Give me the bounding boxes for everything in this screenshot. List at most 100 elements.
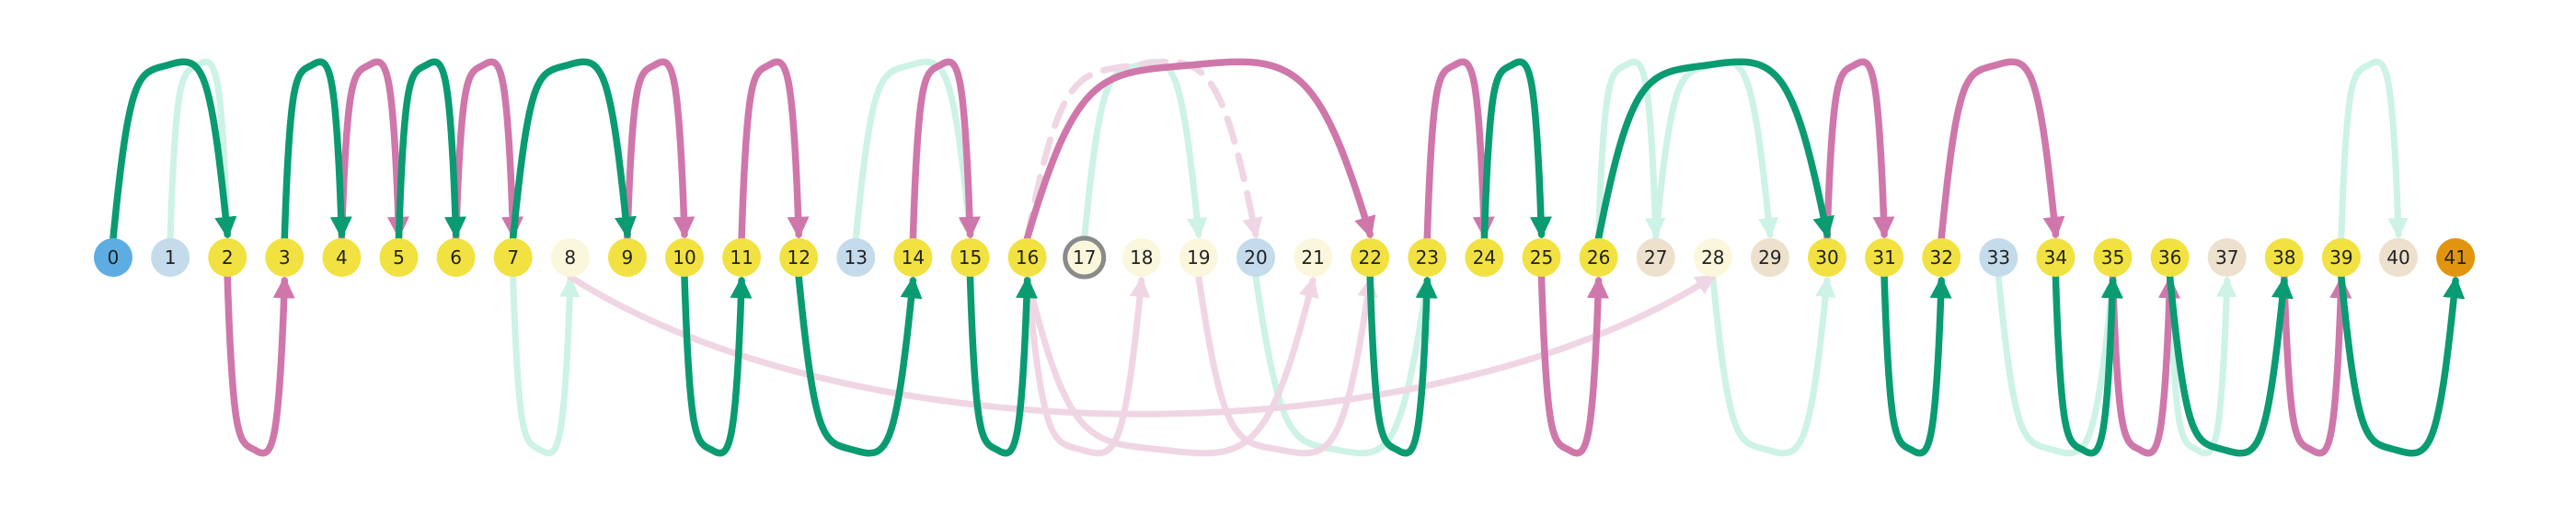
node-35: 35 <box>2093 238 2133 277</box>
node-label-40: 40 <box>2386 246 2409 269</box>
node-circle-38 <box>2264 238 2304 277</box>
node-circle-23 <box>1408 238 1447 277</box>
edge-3-to-4 <box>281 58 352 242</box>
node-circle-25 <box>1522 238 1561 277</box>
node-circle-16 <box>1007 238 1047 277</box>
edge-32-to-34 <box>1938 58 2065 242</box>
node-circle-18 <box>1121 238 1161 277</box>
node-17: 17 <box>1063 235 1107 280</box>
node-label-18: 18 <box>1130 246 1153 269</box>
edge-7-to-9 <box>509 58 637 242</box>
node-12: 12 <box>779 238 819 277</box>
node-19: 19 <box>1179 238 1218 277</box>
node-circle-35 <box>2093 238 2133 277</box>
node-34: 34 <box>2036 238 2076 277</box>
edge-16-to-18 <box>1024 273 1151 457</box>
edge-16-to-22 <box>1023 58 1376 242</box>
edge-28-to-30 <box>1709 273 1836 457</box>
node-circle-5 <box>379 238 419 277</box>
edge-27-to-29 <box>1652 58 1779 242</box>
node-label-27: 27 <box>1644 246 1667 269</box>
edge-5-to-6 <box>395 58 466 242</box>
node-circle-21 <box>1294 238 1333 277</box>
node-2: 2 <box>208 238 247 277</box>
node-1: 1 <box>151 238 190 277</box>
node-label-39: 39 <box>2329 246 2352 269</box>
node-label-1: 1 <box>165 246 177 269</box>
node-label-41: 41 <box>2444 246 2467 269</box>
node-label-6: 6 <box>450 246 462 269</box>
edge-0-to-2 <box>109 58 237 242</box>
node-label-5: 5 <box>393 246 405 269</box>
node-circle-39 <box>2321 238 2361 277</box>
node-circle-7 <box>493 238 533 277</box>
node-circle-9 <box>607 238 647 277</box>
node-37: 37 <box>2207 238 2247 277</box>
node-3: 3 <box>265 238 305 277</box>
edge-14-to-15 <box>909 58 981 242</box>
node-circle-14 <box>893 238 933 277</box>
node-24: 24 <box>1465 238 1504 277</box>
node-circle-29 <box>1750 238 1789 277</box>
node-label-12: 12 <box>787 246 810 269</box>
node-circle-15 <box>950 238 990 277</box>
edge-26-to-30 <box>1594 58 1835 242</box>
node-circle-11 <box>722 238 762 277</box>
edge-39-to-40 <box>2338 58 2409 242</box>
edge-36-to-38 <box>2166 273 2294 457</box>
node-label-7: 7 <box>507 246 519 269</box>
node-label-26: 26 <box>1587 246 1610 269</box>
node-circle-0 <box>94 238 132 277</box>
edge-22-to-23 <box>1366 273 1438 457</box>
node-label-3: 3 <box>279 246 291 269</box>
edge-30-to-31 <box>1823 58 1895 242</box>
node-circle-8 <box>550 238 590 277</box>
node-13: 13 <box>836 238 876 277</box>
node-5: 5 <box>379 238 419 277</box>
node-28: 28 <box>1693 238 1732 277</box>
node-label-33: 33 <box>1987 246 2010 269</box>
node-circle-2 <box>208 238 247 277</box>
node-circle-40 <box>2379 238 2418 277</box>
node-label-38: 38 <box>2272 246 2295 269</box>
node-10: 10 <box>665 238 704 277</box>
node-label-23: 23 <box>1416 246 1439 269</box>
node-label-0: 0 <box>108 246 120 269</box>
node-label-35: 35 <box>2101 246 2124 269</box>
node-7: 7 <box>493 238 533 277</box>
node-32: 32 <box>1922 238 1961 277</box>
node-circle-4 <box>322 238 362 277</box>
node-30: 30 <box>1808 238 1846 277</box>
node-label-34: 34 <box>2044 246 2067 269</box>
node-circle-31 <box>1865 238 1904 277</box>
node-29: 29 <box>1750 238 1789 277</box>
nodes-layer: 0 1 2 3 4 5 6 7 8 9 10 11 12 13 14 15 16 17 18 19 20 21 22 23 24… <box>94 235 2476 280</box>
node-label-36: 36 <box>2158 246 2181 269</box>
node-26: 26 <box>1579 238 1618 277</box>
edge-36-to-37 <box>2167 273 2237 457</box>
node-20: 20 <box>1236 238 1275 277</box>
edge-31-to-32 <box>1880 273 1952 457</box>
node-circle-28 <box>1693 238 1732 277</box>
node-label-21: 21 <box>1301 246 1324 269</box>
edges-layer <box>109 58 2466 457</box>
node-label-25: 25 <box>1530 246 1553 269</box>
node-label-9: 9 <box>622 246 634 269</box>
edge-35-to-36 <box>2109 273 2180 457</box>
node-circle-41 <box>2436 238 2476 277</box>
node-circle-30 <box>1808 238 1846 277</box>
edge-34-to-35 <box>2052 273 2123 457</box>
edge-1-to-2 <box>167 58 237 242</box>
node-label-13: 13 <box>845 246 868 269</box>
edge-16-to-21 <box>1024 273 1319 457</box>
node-label-4: 4 <box>336 246 348 269</box>
node-label-17: 17 <box>1073 246 1096 269</box>
node-circle-13 <box>836 238 876 277</box>
node-label-14: 14 <box>902 246 925 269</box>
node-label-28: 28 <box>1701 246 1724 269</box>
node-label-8: 8 <box>564 246 576 269</box>
node-label-37: 37 <box>2215 246 2238 269</box>
node-33: 33 <box>1979 238 2018 277</box>
node-label-15: 15 <box>959 246 982 269</box>
